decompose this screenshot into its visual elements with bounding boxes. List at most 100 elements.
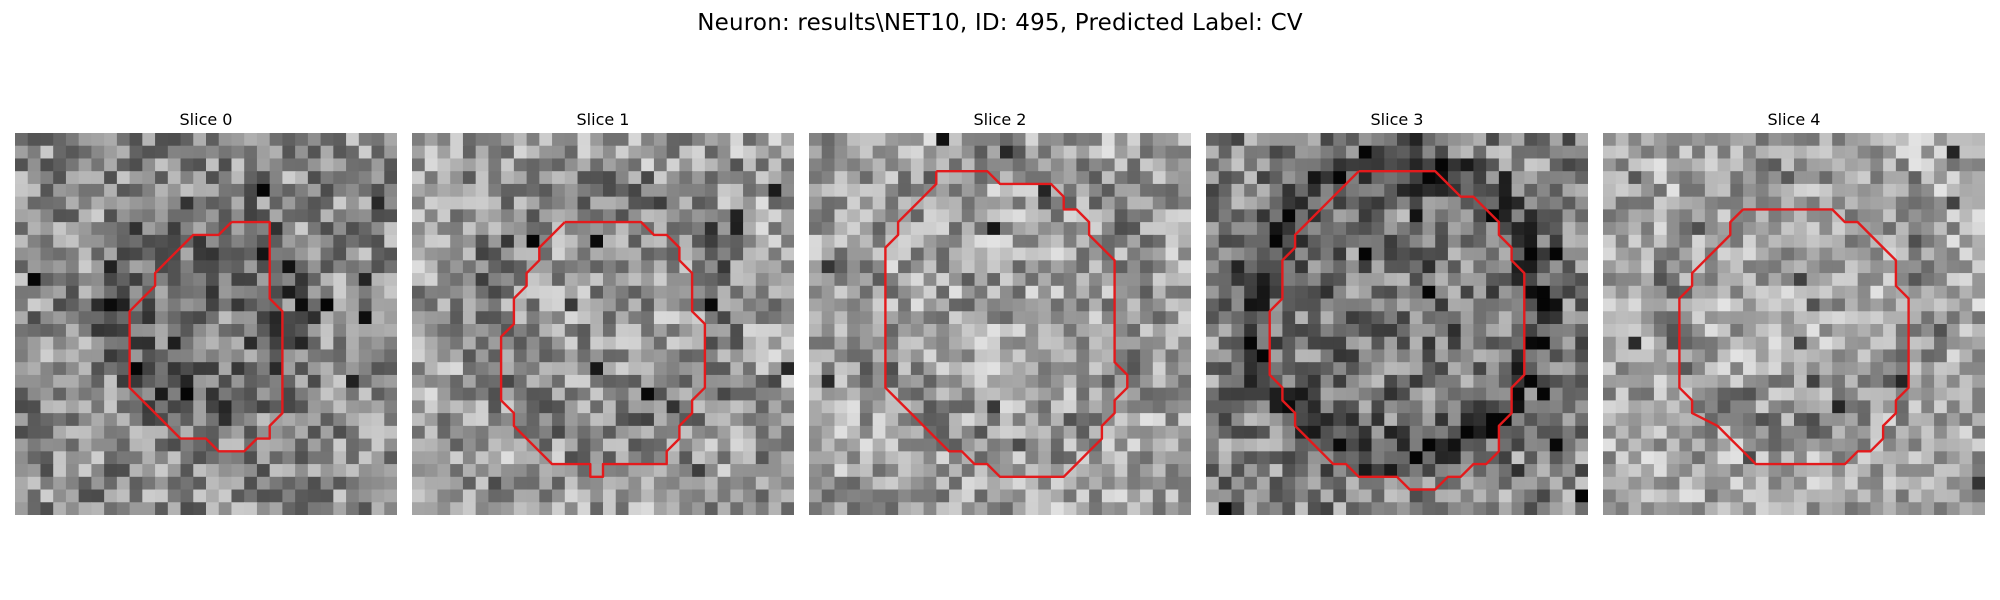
image-pixel <box>371 196 385 210</box>
image-pixel <box>256 285 271 300</box>
image-pixel <box>1397 413 1411 427</box>
image-pixel <box>730 298 744 312</box>
image-pixel <box>1140 196 1154 210</box>
image-pixel <box>1908 273 1922 287</box>
image-pixel <box>1575 260 1588 274</box>
image-pixel <box>282 234 296 249</box>
image-pixel <box>65 425 80 440</box>
image-pixel <box>974 145 988 160</box>
image-pixel <box>27 273 42 287</box>
image-pixel <box>129 209 143 223</box>
image-pixel <box>974 183 988 198</box>
image-pixel <box>834 222 848 236</box>
image-pixel <box>1333 451 1347 465</box>
image-pixel <box>809 413 823 427</box>
image-pixel <box>768 247 782 261</box>
image-pixel <box>1498 196 1513 210</box>
image-pixel <box>371 451 385 465</box>
image-pixel <box>1679 413 1693 427</box>
image-pixel <box>1012 234 1027 249</box>
image-pixel <box>269 158 283 172</box>
image-pixel <box>961 374 976 389</box>
image-pixel <box>412 387 426 401</box>
image-pixel <box>1524 438 1538 452</box>
image-pixel <box>1063 425 1077 440</box>
image-pixel <box>1422 311 1436 325</box>
image-pixel <box>193 336 207 351</box>
image-pixel <box>1959 222 1973 236</box>
image-pixel <box>1921 336 1935 351</box>
image-pixel <box>1269 400 1283 414</box>
image-pixel <box>231 324 245 338</box>
image-pixel <box>898 451 912 465</box>
image-pixel <box>1486 489 1500 503</box>
image-pixel <box>755 400 770 414</box>
image-pixel <box>1012 476 1027 491</box>
image-pixel <box>1269 222 1283 236</box>
image-pixel <box>1768 285 1782 300</box>
image-pixel <box>1653 247 1668 261</box>
image-pixel <box>910 464 925 478</box>
image-pixel <box>974 234 988 249</box>
image-pixel <box>1959 425 1973 440</box>
image-pixel <box>295 133 309 147</box>
image-pixel <box>282 349 296 363</box>
image-pixel <box>1447 311 1462 325</box>
image-pixel <box>885 196 899 210</box>
image-pixel <box>821 464 836 478</box>
image-pixel <box>269 311 283 325</box>
image-pixel <box>1165 451 1179 465</box>
image-pixel <box>384 464 397 478</box>
image-pixel <box>218 476 233 491</box>
image-pixel <box>1295 133 1309 147</box>
image-pixel <box>679 324 693 338</box>
image-pixel <box>1089 502 1103 515</box>
image-pixel <box>1704 260 1719 274</box>
image-pixel <box>1038 451 1052 465</box>
image-pixel <box>1717 451 1731 465</box>
image-pixel <box>974 438 988 452</box>
image-pixel <box>885 489 899 503</box>
image-pixel <box>155 145 169 160</box>
image-pixel <box>501 298 515 312</box>
image-pixel <box>1447 387 1462 401</box>
image-pixel <box>1063 260 1077 274</box>
image-pixel <box>320 438 334 452</box>
image-pixel <box>295 413 309 427</box>
image-pixel <box>615 171 630 185</box>
image-pixel <box>320 502 334 515</box>
image-pixel <box>437 273 451 287</box>
image-pixel <box>809 387 823 401</box>
image-pixel <box>717 464 731 478</box>
image-pixel <box>1409 387 1424 401</box>
image-pixel <box>1692 425 1706 440</box>
image-pixel <box>501 374 515 389</box>
image-pixel <box>1921 502 1935 515</box>
image-pixel <box>1857 349 1871 363</box>
image-pixel <box>346 145 360 160</box>
image-pixel <box>1140 476 1154 491</box>
image-pixel <box>256 336 271 351</box>
image-pixel <box>730 145 744 160</box>
image-pixel <box>666 489 680 503</box>
image-pixel <box>91 311 105 325</box>
image-pixel <box>104 234 118 249</box>
image-pixel <box>730 260 744 274</box>
image-pixel <box>320 387 334 401</box>
image-pixel <box>1152 273 1167 287</box>
image-pixel <box>1908 298 1922 312</box>
image-pixel <box>1447 145 1462 160</box>
image-pixel <box>1946 171 1961 185</box>
image-pixel <box>834 209 848 223</box>
image-pixel <box>1244 362 1258 376</box>
image-pixel <box>949 273 963 287</box>
image-pixel <box>1473 285 1487 300</box>
image-pixel <box>1218 374 1233 389</box>
image-pixel <box>346 349 360 363</box>
image-pixel <box>961 247 976 261</box>
image-pixel <box>768 438 782 452</box>
image-pixel <box>1549 145 1564 160</box>
image-pixel <box>488 324 502 338</box>
image-pixel <box>1524 476 1538 491</box>
image-pixel <box>641 451 655 465</box>
